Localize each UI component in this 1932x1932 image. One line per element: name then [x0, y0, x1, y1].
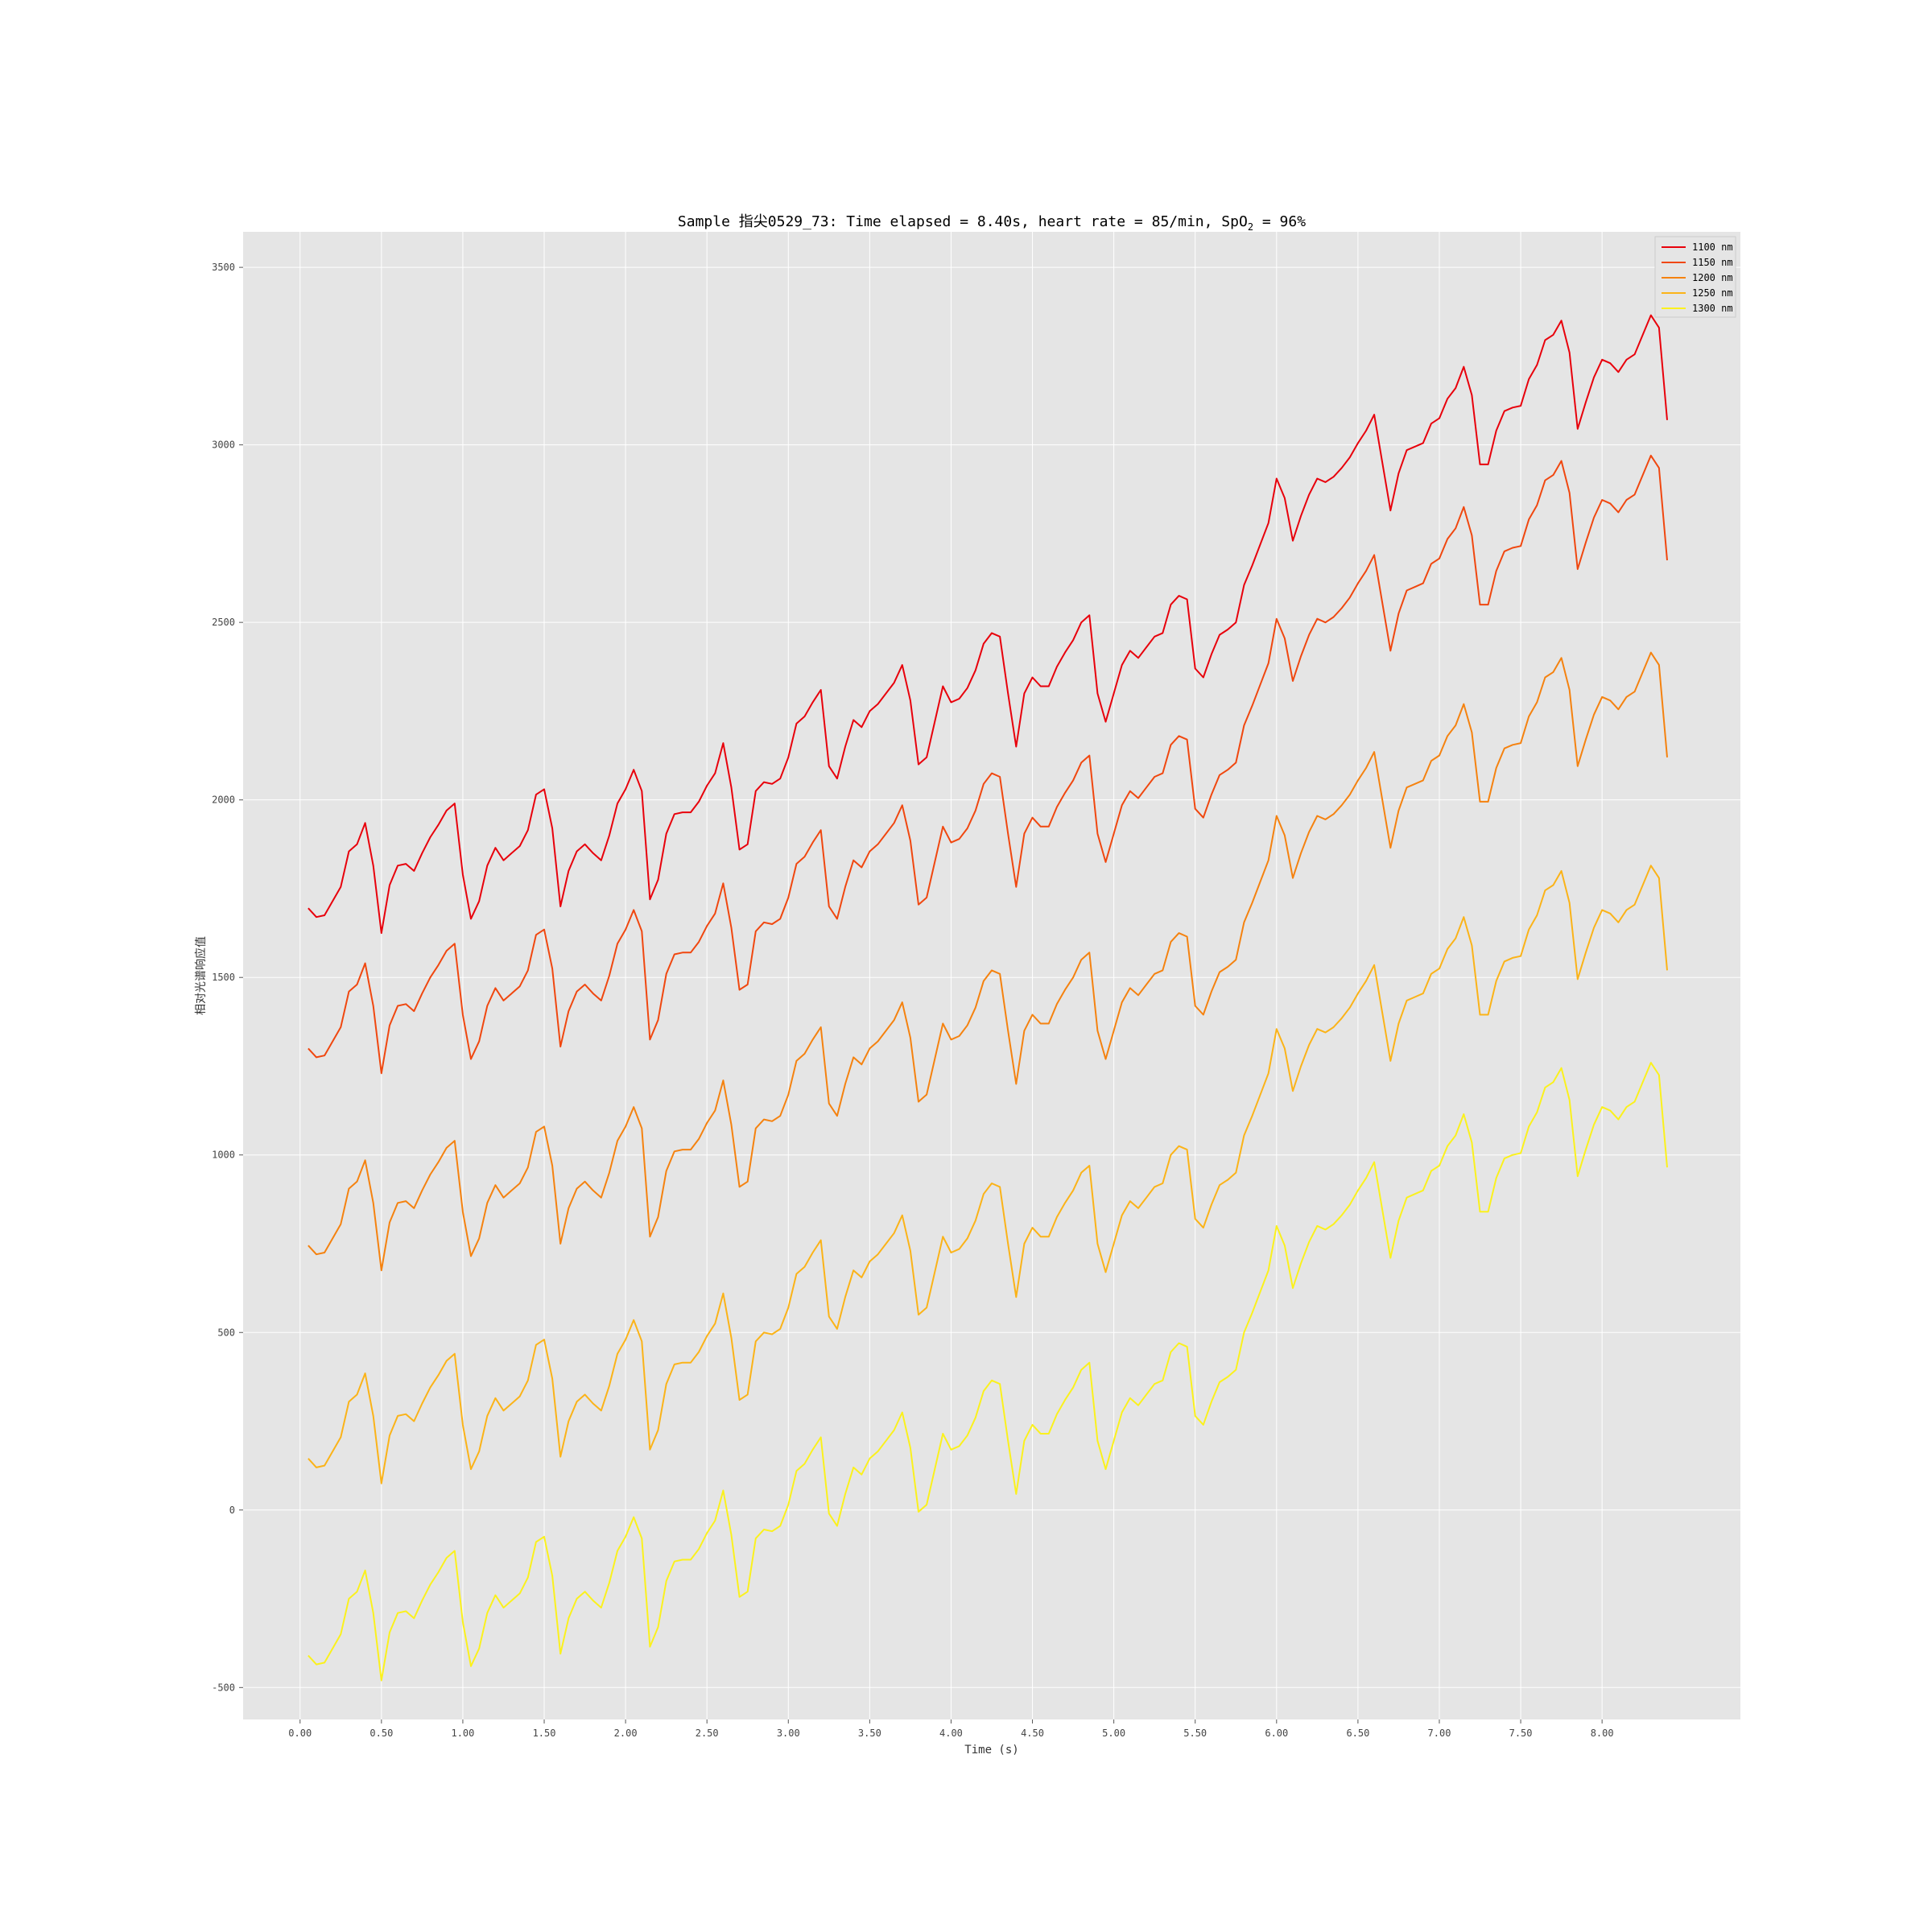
series-line-1150-nm — [308, 454, 1668, 1075]
y-tick-label: 3500 — [212, 262, 235, 273]
y-tick-label: 3000 — [212, 440, 235, 451]
x-tick-label: 7.00 — [1428, 1728, 1451, 1739]
legend: 1100 nm 1150 nm 1200 nm 1250 nm 1300 nm — [1654, 236, 1736, 318]
x-axis-ticks: 0.00 0.50 1.00 1.50 2.00 2.50 3.00 3.50 4.00 4.50… — [288, 1719, 1614, 1739]
y-axis-ticks: -500 0 500 1000 1500 2000 2500 3000 3500 — [212, 262, 243, 1693]
x-tick-label: 2.00 — [614, 1728, 638, 1739]
x-tick-label: 5.50 — [1183, 1728, 1207, 1739]
x-tick-label: 6.00 — [1265, 1728, 1288, 1739]
x-tick-label: 0.50 — [369, 1728, 393, 1739]
x-tick-label: 4.00 — [939, 1728, 963, 1739]
x-tick-label: 5.00 — [1102, 1728, 1125, 1739]
x-tick-label: 3.00 — [777, 1728, 800, 1739]
x-tick-label: 7.50 — [1509, 1728, 1533, 1739]
y-axis-label: 相对光谱响应值 — [194, 936, 208, 1015]
legend-label: 1100 nm — [1692, 242, 1733, 253]
y-tick-label: 1000 — [212, 1150, 235, 1161]
x-tick-label: 3.50 — [858, 1728, 881, 1739]
x-tick-label: 4.50 — [1021, 1728, 1044, 1739]
x-axis-label: Time (s) — [964, 1744, 1018, 1757]
series-line-1300-nm — [308, 1062, 1668, 1682]
y-tick-label: 2500 — [212, 617, 235, 628]
x-tick-label: 0.00 — [288, 1728, 312, 1739]
y-tick-label: 2000 — [212, 795, 235, 806]
series-layer — [308, 314, 1668, 1682]
x-tick-label: 2.50 — [696, 1728, 719, 1739]
series-line-1200-nm — [308, 651, 1668, 1272]
series-line-1250-nm — [308, 865, 1668, 1484]
y-tick-label: 0 — [229, 1505, 235, 1516]
x-tick-label: 6.50 — [1346, 1728, 1369, 1739]
y-tick-label: -500 — [212, 1682, 235, 1693]
grid-lines — [243, 232, 1740, 1719]
x-tick-label: 8.00 — [1591, 1728, 1614, 1739]
x-tick-label: 1.00 — [451, 1728, 474, 1739]
y-tick-label: 1500 — [212, 972, 235, 983]
chart-title: Sample 指尖0529_73: Time elapsed = 8.40s, … — [678, 213, 1306, 233]
x-tick-label: 1.50 — [533, 1728, 556, 1739]
y-tick-label: 500 — [217, 1327, 235, 1338]
legend-label: 1250 nm — [1692, 287, 1733, 299]
plot-background — [243, 232, 1740, 1719]
series-line-1100-nm — [308, 314, 1668, 935]
legend-label: 1300 nm — [1692, 303, 1733, 314]
legend-label: 1200 nm — [1692, 272, 1733, 283]
legend-label: 1150 nm — [1692, 257, 1733, 268]
